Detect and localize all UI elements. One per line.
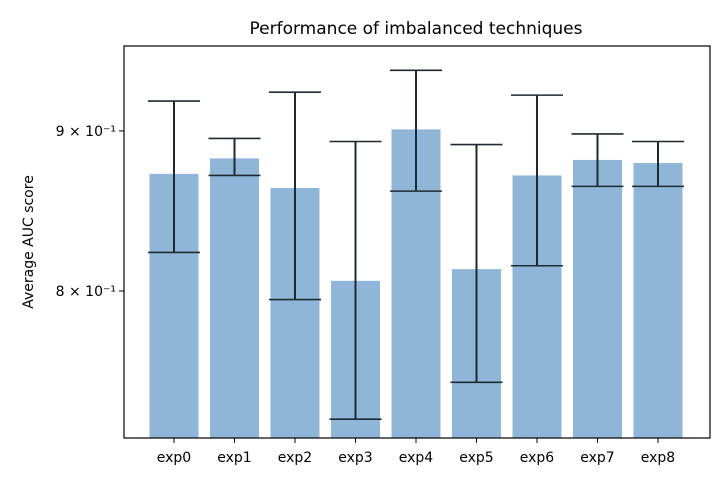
x-tick-label: exp8 [641,450,675,466]
x-tick-label: exp1 [217,450,251,466]
x-tick-label: exp3 [338,450,372,466]
bar-exp7 [573,159,622,438]
bars-group [149,129,683,439]
error-bars-group [148,69,684,420]
x-tick-label: exp2 [278,450,312,466]
bar-exp1 [210,158,259,438]
plot-frame [123,45,711,439]
chart-title: Performance of imbalanced techniques [250,19,583,39]
bar-exp8 [633,162,683,438]
x-tick-label: exp0 [157,450,191,466]
x-tick-label: exp7 [580,450,614,466]
y-axis-label: Average AUC score [21,175,37,309]
x-tick-label: exp6 [520,450,555,466]
y-tick-label: 8 × 10⁻¹ [56,284,116,300]
x-tick-label: exp5 [459,450,493,466]
y-ticks-group: 9 × 10⁻¹ 8 × 10⁻¹ [56,124,124,300]
y-tick-label: 9 × 10⁻¹ [56,124,116,140]
x-tick-label: exp4 [399,450,434,466]
x-ticks-group: exp0 exp1 exp2 exp3 exp4 exp5 exp6 exp7 exp8 [157,438,675,466]
